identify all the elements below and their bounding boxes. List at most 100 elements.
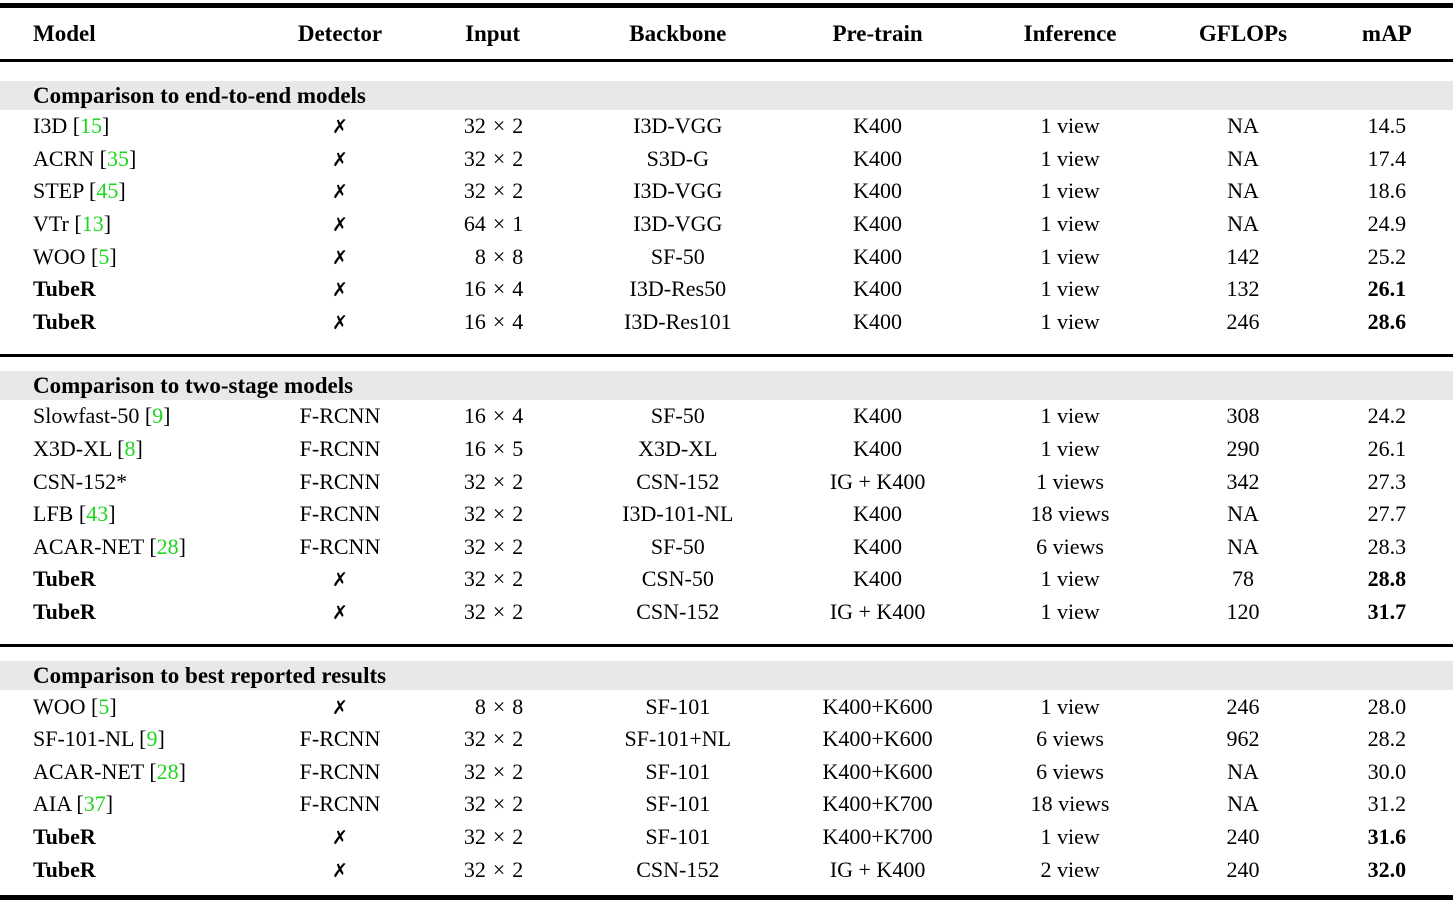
cell-pretrain: K400+K600 bbox=[822, 758, 933, 784]
cell-detector: F-RCNN bbox=[270, 436, 409, 462]
cell-model: ACRN [35] bbox=[33, 145, 137, 171]
cell-detector: ✗ bbox=[270, 599, 409, 625]
cell-map: 27.7 bbox=[1367, 501, 1407, 527]
col-header-gflops: GFLOPs bbox=[1198, 20, 1288, 46]
model-name: TubeR bbox=[33, 823, 96, 849]
input-frames: 32 bbox=[463, 113, 486, 139]
cell-backbone: SF-50 bbox=[650, 533, 705, 559]
model-name: Slowfast-50 bbox=[33, 403, 140, 429]
cell-backbone: CSN-152 bbox=[636, 468, 720, 494]
cell-gflops: 240 bbox=[1226, 856, 1260, 882]
cell-inference: 1 view bbox=[1040, 243, 1100, 269]
section-separator-rule bbox=[0, 644, 1453, 648]
model-name: TubeR bbox=[33, 276, 96, 302]
input-frames: 32 bbox=[463, 468, 486, 494]
citation-ref[interactable]: 9 bbox=[152, 403, 164, 429]
cell-map: 28.3 bbox=[1367, 533, 1407, 559]
cell-detector: ✗ bbox=[270, 113, 409, 139]
cell-inference: 2 view bbox=[1040, 856, 1100, 882]
table-header-row: Model Detector Input Backbone Pre-train … bbox=[0, 8, 1453, 59]
input-stride: 4 bbox=[512, 403, 524, 429]
citation-ref[interactable]: 13 bbox=[81, 211, 104, 237]
cell-inference: 1 view bbox=[1040, 145, 1100, 171]
cell-input: 32 × 2 bbox=[410, 599, 576, 625]
no-detector-cross-icon: ✗ bbox=[332, 826, 348, 849]
input-frames: 16 bbox=[463, 436, 486, 462]
input-frames: 32 bbox=[463, 145, 486, 171]
cell-gflops: NA bbox=[1227, 501, 1259, 527]
citation-ref[interactable]: 8 bbox=[124, 436, 136, 462]
citation-ref[interactable]: 45 bbox=[96, 178, 119, 204]
cell-backbone: I3D-VGG bbox=[633, 211, 723, 237]
input-frames: 32 bbox=[463, 599, 486, 625]
table-section: Comparison to end-to-end models I3D [15] ✗… bbox=[0, 81, 1453, 338]
no-detector-cross-icon: ✗ bbox=[332, 279, 348, 302]
cell-model: WOO [5] bbox=[33, 243, 117, 269]
cell-pretrain: K400 bbox=[853, 566, 903, 592]
table-row: TubeR ✗ 32 × 2 SF-101 K400+K700 1 view 240 31.6 bbox=[0, 821, 1453, 854]
table-row: WOO [5] ✗ 8 × 8 SF-50 K400 1 view 142 25.2 bbox=[0, 240, 1453, 273]
cell-input: 32 × 2 bbox=[410, 178, 576, 204]
cell-map: 31.6 bbox=[1367, 823, 1407, 849]
cell-backbone: SF-101 bbox=[645, 791, 711, 817]
cell-input: 32 × 2 bbox=[410, 534, 576, 560]
table-row: SF-101-NL [9] F-RCNN 32 × 2 SF-101+NL K400+K60… bbox=[0, 723, 1453, 756]
cell-inference: 1 view bbox=[1040, 823, 1100, 849]
multiply-sign: × bbox=[492, 856, 506, 882]
cell-map: 28.8 bbox=[1367, 566, 1407, 592]
input-frames: 32 bbox=[463, 791, 486, 817]
cell-gflops: NA bbox=[1227, 791, 1259, 817]
cell-backbone: SF-50 bbox=[650, 403, 705, 429]
cell-input: 16 × 5 bbox=[410, 436, 576, 462]
cell-pretrain: K400+K600 bbox=[822, 726, 933, 752]
input-stride: 4 bbox=[512, 276, 524, 302]
input-stride: 1 bbox=[512, 211, 524, 237]
cell-gflops: 342 bbox=[1226, 468, 1260, 494]
citation-ref[interactable]: 28 bbox=[156, 758, 179, 784]
cell-detector: ✗ bbox=[270, 309, 409, 335]
table-row: TubeR ✗ 32 × 2 CSN-152 IG + K400 1 view 120 31.7 bbox=[0, 596, 1453, 629]
table-row: WOO [5] ✗ 8 × 8 SF-101 K400+K600 1 view 246 28.0 bbox=[0, 690, 1453, 723]
citation-ref[interactable]: 15 bbox=[80, 113, 103, 139]
citation-ref[interactable]: 43 bbox=[86, 501, 109, 527]
table-row: TubeR ✗ 32 × 2 CSN-152 IG + K400 2 view 240 32.0 bbox=[0, 853, 1453, 886]
no-detector-cross-icon: ✗ bbox=[332, 214, 348, 237]
multiply-sign: × bbox=[492, 211, 506, 237]
cell-gflops: 290 bbox=[1226, 436, 1260, 462]
cell-input: 16 × 4 bbox=[410, 276, 576, 302]
citation-ref[interactable]: 5 bbox=[98, 243, 110, 269]
col-header-model: Model bbox=[33, 20, 96, 46]
cell-backbone: SF-101 bbox=[645, 693, 711, 719]
cell-map: 31.2 bbox=[1367, 791, 1407, 817]
input-frames: 8 bbox=[474, 693, 486, 719]
detector-label: F-RCNN bbox=[299, 726, 381, 752]
cell-pretrain: IG + K400 bbox=[829, 856, 926, 882]
citation-ref[interactable]: 28 bbox=[156, 533, 179, 559]
col-header-inference: Inference bbox=[1023, 20, 1117, 46]
input-stride: 2 bbox=[512, 823, 524, 849]
cell-backbone: I3D-101-NL bbox=[622, 501, 734, 527]
cell-input: 64 × 1 bbox=[410, 211, 576, 237]
cell-map: 31.7 bbox=[1367, 599, 1407, 625]
cell-map: 24.2 bbox=[1367, 403, 1407, 429]
cell-detector: ✗ bbox=[270, 211, 409, 237]
citation-ref[interactable]: 5 bbox=[98, 693, 110, 719]
multiply-sign: × bbox=[492, 566, 506, 592]
citation-ref[interactable]: 37 bbox=[83, 791, 106, 817]
multiply-sign: × bbox=[492, 308, 506, 334]
cell-detector: ✗ bbox=[270, 694, 409, 720]
citation-ref[interactable]: 35 bbox=[106, 145, 129, 171]
cell-detector: ✗ bbox=[270, 824, 409, 850]
cell-gflops: 78 bbox=[1231, 566, 1254, 592]
cell-detector: ✗ bbox=[270, 178, 409, 204]
table-row: LFB [43] F-RCNN 32 × 2 I3D-101-NL K400 18 views… bbox=[0, 498, 1453, 531]
cell-map: 28.6 bbox=[1367, 308, 1407, 334]
cell-pretrain: K400+K700 bbox=[822, 823, 933, 849]
citation-ref[interactable]: 9 bbox=[146, 726, 158, 752]
multiply-sign: × bbox=[492, 693, 506, 719]
cell-detector: ✗ bbox=[270, 146, 409, 172]
cell-detector: ✗ bbox=[270, 566, 409, 592]
cell-map: 28.0 bbox=[1367, 693, 1407, 719]
cell-pretrain: K400 bbox=[853, 403, 903, 429]
cell-input: 32 × 2 bbox=[410, 791, 576, 817]
